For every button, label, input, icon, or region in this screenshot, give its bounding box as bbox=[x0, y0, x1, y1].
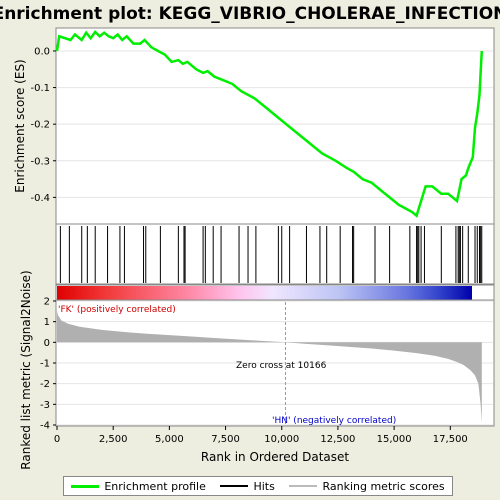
legend-label: Enrichment profile bbox=[104, 479, 206, 493]
es-y-tick-label: -0.3 bbox=[30, 156, 50, 167]
metric-y-tick-label: 0 bbox=[44, 338, 50, 349]
rank-colorbar bbox=[57, 286, 472, 300]
x-axis-label: Rank in Ordered Dataset bbox=[201, 450, 349, 464]
es-y-tick-label: -0.2 bbox=[30, 120, 50, 131]
hits-panel bbox=[55, 223, 495, 285]
enrichment-profile-line bbox=[55, 29, 484, 218]
metric-y-axis-label: Ranked list metric (Signal2Noise) bbox=[19, 270, 33, 469]
es-y-tick-label: 0.0 bbox=[34, 46, 50, 57]
legend: Enrichment profile Hits Ranking metric s… bbox=[63, 476, 453, 496]
es-y-tick-label: -0.4 bbox=[30, 193, 50, 204]
x-tick-label: 0 bbox=[54, 434, 60, 445]
legend-label: Hits bbox=[253, 479, 275, 493]
x-axis-ticks: 0 2,500 5,000 7,500 10,000 12,500 15,000 17,500 bbox=[54, 426, 468, 445]
es-gridlines bbox=[57, 50, 493, 198]
legend-label: Ranking metric scores bbox=[322, 479, 445, 493]
x-tick-label: 7,500 bbox=[211, 434, 240, 445]
es-panel bbox=[55, 27, 495, 225]
x-tick-label: 10,000 bbox=[264, 434, 299, 445]
legend-item-ranking-metric: Ranking metric scores bbox=[289, 479, 445, 493]
x-tick-label: 15,000 bbox=[377, 434, 412, 445]
x-tick-label: 12,500 bbox=[320, 434, 355, 445]
black-line-icon bbox=[220, 485, 249, 487]
metric-y-tick-label: 1 bbox=[44, 317, 50, 328]
metric-y-tick-label: -3 bbox=[40, 400, 50, 411]
x-tick-label: 2,500 bbox=[99, 434, 128, 445]
metric-y-tick-label: -1 bbox=[40, 359, 50, 370]
negative-correlation-label: 'HN' (negatively correlated) bbox=[272, 416, 396, 426]
hit-marks bbox=[59, 226, 483, 283]
es-y-tick-label: -0.1 bbox=[30, 83, 50, 94]
metric-y-tick-label: 2 bbox=[44, 297, 50, 308]
gray-line-icon bbox=[289, 485, 318, 487]
metric-y-axis-ticks: 2 1 0 -1 -2 -3 -4 bbox=[40, 297, 56, 432]
green-line-icon bbox=[71, 484, 100, 488]
chart-title: Enrichment plot: KEGG_VIBRIO_CHOLERAE_IN… bbox=[0, 4, 500, 24]
es-y-axis-label: Enrichment score (ES) bbox=[13, 59, 27, 192]
legend-item-hits: Hits bbox=[220, 479, 275, 493]
es-y-axis-ticks: 0.0 -0.1 -0.2 -0.3 -0.4 bbox=[30, 46, 56, 204]
ranking-metric-area bbox=[57, 311, 482, 423]
x-tick-label: 17,500 bbox=[433, 434, 468, 445]
x-tick-label: 5,000 bbox=[155, 434, 184, 445]
positive-correlation-label: 'FK' (positively correlated) bbox=[58, 305, 176, 315]
metric-y-tick-label: -2 bbox=[40, 379, 50, 390]
legend-item-enrichment-profile: Enrichment profile bbox=[71, 480, 206, 493]
metric-y-tick-label: -4 bbox=[40, 421, 50, 432]
zero-cross-label: Zero cross at 10166 bbox=[236, 361, 327, 371]
